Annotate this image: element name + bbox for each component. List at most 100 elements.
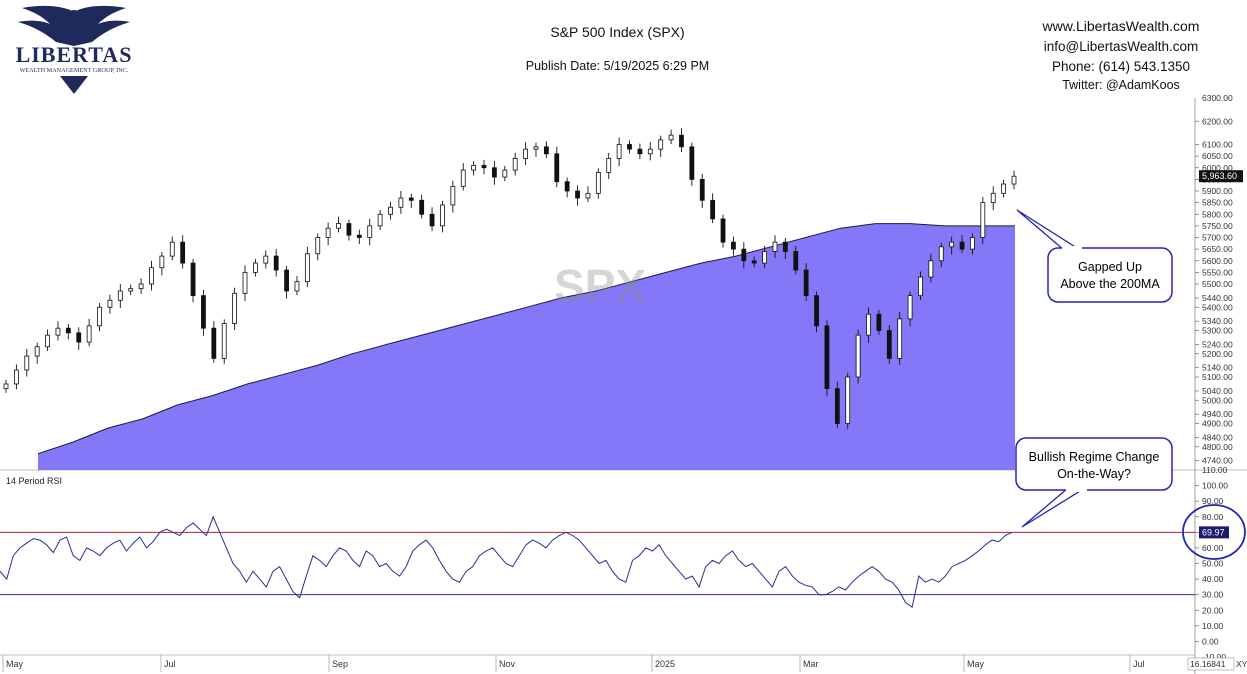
candle-body — [128, 288, 134, 292]
price-tick-label: 6050.00 — [1202, 151, 1233, 161]
callout-mask — [1066, 486, 1087, 492]
price-tick-label: 5340.00 — [1202, 316, 1233, 326]
candle-body — [13, 369, 19, 385]
rsi-last-box — [1199, 526, 1229, 539]
candle-body — [990, 192, 996, 204]
candle-body — [232, 292, 238, 324]
callout-line-1: Bullish Regime Change — [1029, 450, 1160, 464]
website-link[interactable]: www.LibertasWealth.com — [1042, 18, 1200, 34]
candle-body — [762, 251, 767, 264]
candle-body — [159, 255, 165, 269]
price-tick-label: 5850.00 — [1202, 198, 1233, 208]
price-tick-label: 5500.00 — [1202, 279, 1233, 289]
price-tick-label: 6200.00 — [1202, 116, 1233, 126]
candle-body — [741, 248, 747, 262]
rsi-tick-label: 60.00 — [1202, 543, 1224, 553]
candle-body — [367, 225, 373, 238]
callout-line-2: Above the 200MA — [1060, 277, 1160, 291]
time-tick-label: May — [967, 659, 985, 669]
candle-body — [959, 241, 965, 250]
candle-body — [928, 260, 934, 278]
candle-body — [720, 218, 726, 243]
time-tick-label: Sep — [332, 659, 348, 669]
scrollbar-value-box[interactable] — [1187, 657, 1235, 671]
candle-body — [980, 202, 986, 238]
rsi-tick-label: 0.00 — [1202, 636, 1219, 646]
rsi-top-tick: 110.00 — [1202, 465, 1228, 475]
candle-body — [658, 139, 664, 150]
callout-mask — [1062, 246, 1082, 252]
candle-body — [918, 276, 923, 297]
candle-body — [886, 330, 892, 359]
rsi-tick-label: 80.00 — [1202, 512, 1224, 522]
candle-body — [866, 313, 871, 336]
candle-body — [699, 178, 705, 201]
rsi-highlight-circle — [1182, 504, 1246, 560]
xy-corner-label[interactable]: XY — [1236, 659, 1247, 669]
time-tick-label: 2025 — [655, 659, 675, 669]
price-tick-label: 6000.00 — [1202, 163, 1233, 173]
price-tick-label: 5750.00 — [1202, 221, 1233, 231]
moving-average-area — [37, 223, 1015, 470]
price-tick-label: 5040.00 — [1202, 386, 1233, 396]
candle-body — [595, 171, 601, 194]
candle-body — [263, 255, 269, 264]
libertas-logo: LIBERTAS WEALTH MANAGEMENT GROUP, INC. — [16, 5, 131, 94]
candle-body — [845, 376, 851, 424]
candle-body — [107, 299, 113, 308]
candle-body — [834, 388, 840, 424]
candle-body — [211, 327, 217, 359]
price-tick-label: 5550.00 — [1202, 267, 1233, 277]
price-tick-label: 5700.00 — [1202, 233, 1233, 243]
candle-body — [346, 223, 352, 236]
time-tick-label: Jul — [1133, 659, 1145, 669]
email-link[interactable]: info@LibertasWealth.com — [1043, 39, 1199, 54]
report-header: LIBERTAS WEALTH MANAGEMENT GROUP, INC. S… — [0, 0, 1247, 98]
candle-body — [398, 197, 404, 208]
time-tick-label: May — [6, 659, 24, 669]
price-tick-label: 5000.00 — [1202, 395, 1233, 405]
candle-body — [938, 246, 944, 262]
logo-shield-icon — [60, 76, 88, 94]
candle-body — [190, 262, 196, 297]
rsi-tick-label: 90.00 — [1202, 496, 1224, 506]
candle-body — [814, 295, 819, 327]
candle-body — [34, 346, 40, 357]
price-tick-label: 4740.00 — [1202, 456, 1233, 466]
candle-body — [3, 383, 9, 390]
candle-body — [782, 241, 788, 252]
candle-body — [824, 325, 830, 390]
candle-body — [679, 134, 684, 148]
candle-body — [149, 267, 154, 285]
candle-body — [772, 241, 778, 252]
rsi-tick-label: 30.00 — [1202, 590, 1224, 600]
rsi-tick-label: 100.00 — [1202, 481, 1228, 491]
candle-body — [949, 241, 955, 248]
candle-body — [502, 169, 508, 178]
ma-200-line — [37, 223, 1015, 455]
price-tick-label: 5240.00 — [1202, 339, 1233, 349]
candle-body — [876, 313, 882, 331]
price-tick-label: 4900.00 — [1202, 419, 1233, 429]
time-axis: May Jul Sep Nov 2025 Mar May Jul — [2, 655, 1145, 672]
last-price-marker: 5,963.60 — [1199, 170, 1243, 183]
candle-body — [97, 306, 102, 327]
candle-body — [907, 295, 913, 320]
price-tick-label: 4800.00 — [1202, 442, 1233, 452]
spx-watermark: SPX — [554, 260, 646, 312]
candle-body — [616, 144, 622, 159]
phone-number: Phone: (614) 543.1350 — [1051, 59, 1191, 74]
candle-body — [585, 192, 591, 199]
price-tick-label: 5900.00 — [1202, 186, 1233, 196]
candle-body — [554, 153, 560, 183]
price-tick-label: 5600.00 — [1202, 256, 1233, 266]
candle-body — [315, 237, 321, 255]
candle-body — [117, 290, 123, 301]
price-tick-label: 5100.00 — [1202, 372, 1233, 382]
rsi-title: 14 Period RSI — [6, 476, 62, 486]
candle-body — [512, 158, 518, 171]
candle-body — [460, 169, 466, 187]
candle-body — [273, 255, 279, 271]
chart-title: S&P 500 Index (SPX) — [550, 24, 685, 40]
candle-body — [294, 281, 300, 292]
